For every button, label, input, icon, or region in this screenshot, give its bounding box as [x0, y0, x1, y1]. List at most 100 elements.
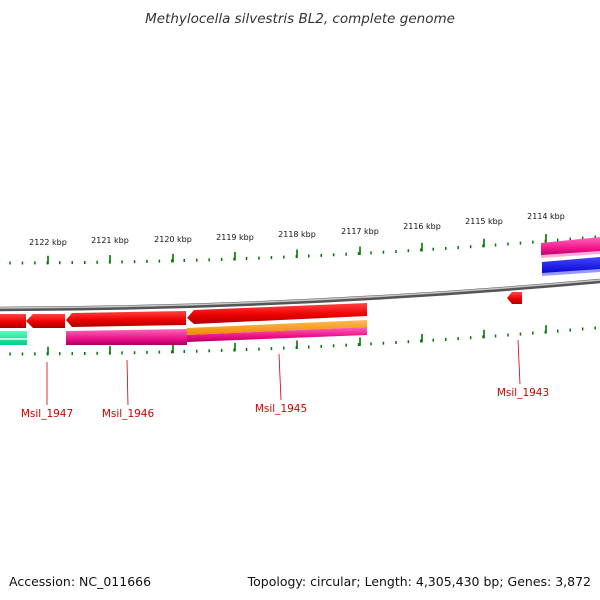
lower-track-minor-tick	[71, 352, 73, 356]
lower-track-minor-tick	[59, 352, 61, 356]
lower-track-major-tick	[296, 340, 298, 349]
upper-track-minor-tick	[432, 247, 434, 251]
lower-track-minor-tick	[183, 350, 185, 353]
genome-backbone	[0, 278, 600, 312]
gene-label-msil-1943[interactable]: Msil_1943	[497, 387, 549, 399]
upper-track-minor-tick	[494, 243, 497, 247]
upper-track-minor-tick	[407, 249, 410, 253]
upper-track-minor-tick	[9, 261, 11, 265]
kbp-label-2114: 2114 kbp	[527, 212, 565, 221]
kbp-label-2122: 2122 kbp	[29, 238, 67, 247]
lower-track-major-tick	[359, 337, 361, 346]
lower-track-major-tick	[172, 344, 174, 354]
upper-track-major-tick	[545, 234, 547, 243]
upper-track-minor-tick	[121, 260, 123, 264]
upper-track-minor-tick	[594, 235, 596, 239]
upper-track-minor-tick	[370, 251, 372, 255]
feature-teal-left[interactable]	[0, 331, 27, 345]
kbp-label-2118: 2118 kbp	[278, 230, 316, 239]
lower-track-minor-tick	[233, 348, 235, 352]
upper-track-major-tick	[421, 242, 423, 252]
lower-track-minor-tick	[332, 344, 335, 348]
gene-msil-1946-cds[interactable]	[66, 311, 186, 327]
lower-tick-track	[9, 325, 596, 356]
lower-track-minor-tick	[320, 344, 322, 348]
lower-track-minor-tick	[21, 352, 24, 356]
upper-track-minor-tick	[84, 261, 86, 264]
upper-track-minor-tick	[283, 255, 285, 259]
lower-track-minor-tick	[532, 331, 534, 335]
gene-label-msil-1947[interactable]: Msil_1947	[21, 408, 73, 420]
gene-left-edge-red[interactable]	[0, 314, 26, 328]
lower-track-minor-tick	[171, 350, 173, 354]
upper-track-minor-tick	[158, 259, 161, 263]
upper-track-major-tick	[109, 255, 111, 264]
callout-line-msil-1946	[126, 359, 129, 406]
lower-track-minor-tick	[469, 336, 472, 340]
upper-track-minor-tick	[171, 259, 173, 263]
lower-track-minor-tick	[445, 337, 447, 341]
lower-track-minor-tick	[245, 348, 248, 351]
lower-track-minor-tick	[133, 351, 136, 355]
lower-track-minor-tick	[308, 345, 310, 349]
lower-track-minor-tick	[494, 334, 497, 338]
callout-line-msil-1945	[278, 353, 282, 401]
upper-track-minor-tick	[245, 257, 248, 260]
upper-track-minor-tick	[96, 260, 98, 264]
upper-track-minor-tick	[569, 237, 571, 241]
genome-backbone-highlight	[0, 279, 600, 309]
lower-track-minor-tick	[382, 341, 385, 345]
upper-track-major-tick	[296, 249, 298, 258]
gene-label-msil-1945[interactable]: Msil_1945	[255, 403, 307, 415]
lower-track-minor-tick	[395, 341, 397, 344]
gene-msil-1945-cds[interactable]	[187, 303, 367, 324]
upper-track-minor-tick	[34, 261, 36, 265]
lower-track-minor-tick	[482, 335, 484, 339]
lower-track-minor-tick	[158, 350, 161, 354]
genome-summary-text: Topology: circular; Length: 4,305,430 bp…	[247, 574, 591, 589]
upper-track-minor-tick	[469, 245, 472, 249]
upper-track-minor-tick	[507, 242, 509, 246]
upper-track-minor-tick	[183, 259, 185, 262]
kbp-label-2120: 2120 kbp	[154, 235, 192, 244]
upper-track-minor-tick	[21, 261, 24, 265]
feature-upper-magenta[interactable]	[541, 237, 600, 258]
upper-track-minor-tick	[308, 254, 310, 258]
lower-track-minor-tick	[283, 346, 285, 350]
kbp-scale-labels: 2122 kbp 2121 kbp 2120 kbp 2119 kbp 2118…	[29, 212, 565, 247]
lower-track-minor-tick	[594, 326, 596, 330]
lower-track-major-tick	[421, 333, 423, 343]
lower-track-major-tick	[47, 346, 49, 356]
upper-track-minor-tick	[233, 257, 235, 261]
gene-msil-1943[interactable]	[507, 292, 522, 304]
gene-msil-1947[interactable]	[26, 314, 65, 328]
upper-track-major-tick	[483, 238, 485, 248]
upper-track-minor-tick	[196, 258, 198, 262]
upper-track-minor-tick	[320, 253, 322, 257]
gene-msil-1945[interactable]	[187, 327, 367, 342]
upper-track-minor-tick	[220, 257, 223, 261]
upper-track-minor-tick	[133, 260, 136, 264]
upper-track-minor-tick	[532, 240, 534, 244]
lower-track-minor-tick	[258, 347, 260, 351]
genome-title: Methylocella silvestris BL2, complete ge…	[145, 11, 455, 27]
lower-track-major-tick	[545, 325, 547, 334]
lower-track-minor-tick	[581, 327, 584, 331]
upper-track-minor-tick	[445, 246, 447, 250]
upper-track-minor-tick	[71, 261, 73, 265]
gene-label-msil-1946[interactable]: Msil_1946	[102, 408, 155, 420]
lower-track-minor-tick	[220, 348, 223, 352]
accession-text: Accession: NC_011666	[9, 574, 151, 589]
upper-track-minor-tick	[519, 241, 522, 245]
lower-track-minor-tick	[407, 340, 410, 344]
gene-msil-1946[interactable]	[66, 329, 187, 345]
kbp-label-2117: 2117 kbp	[341, 227, 379, 236]
upper-track-major-tick	[47, 255, 49, 265]
lower-track-minor-tick	[34, 352, 36, 356]
feature-upper-blue[interactable]	[542, 257, 600, 276]
lower-track-minor-tick	[457, 337, 459, 341]
upper-track-major-tick	[234, 251, 236, 261]
kbp-label-2116: 2116 kbp	[403, 222, 441, 231]
gene-msil-1945-rna[interactable]	[187, 320, 367, 335]
